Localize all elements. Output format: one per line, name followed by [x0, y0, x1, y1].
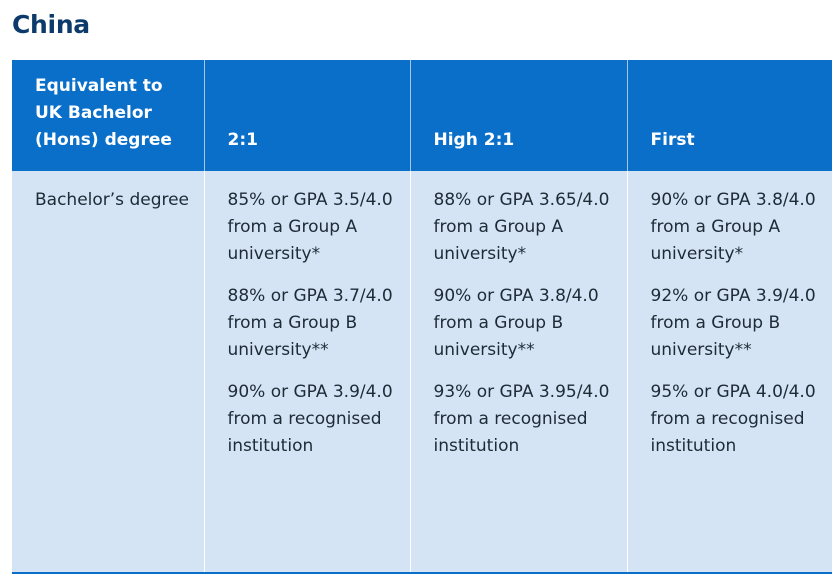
page-title: China	[12, 10, 90, 39]
header-row: Equivalent to UK Bachelor (Hons) degree …	[12, 60, 832, 171]
degree-equivalence-table: Equivalent to UK Bachelor (Hons) degree …	[12, 60, 832, 574]
requirement-recognised: 95% or GPA 4.0/4.0 from a recognised ins…	[650, 382, 816, 456]
requirement-group-b: 92% or GPA 3.9/4.0 from a Group B univer…	[650, 286, 816, 360]
cell-high-2-1: 88% or GPA 3.65/4.0 from a Group A unive…	[409, 171, 627, 574]
requirement-group-a: 90% or GPA 3.8/4.0 from a Group A univer…	[650, 190, 816, 264]
requirement-recognised: 90% or GPA 3.9/4.0 from a recognised ins…	[227, 382, 393, 456]
row-label: Bachelor’s degree	[12, 171, 204, 574]
header-first: First	[626, 60, 832, 171]
requirement-group-a: 85% or GPA 3.5/4.0 from a Group A univer…	[227, 190, 393, 264]
table-header: Equivalent to UK Bachelor (Hons) degree …	[12, 60, 832, 171]
cell-2-1: 85% or GPA 3.5/4.0 from a Group A univer…	[203, 171, 410, 574]
requirement-group-b: 90% or GPA 3.8/4.0 from a Group B univer…	[433, 286, 599, 360]
header-high-2-1: High 2:1	[409, 60, 627, 171]
table-row: Bachelor’s degree 85% or GPA 3.5/4.0 fro…	[12, 171, 832, 574]
requirement-group-b: 88% or GPA 3.7/4.0 from a Group B univer…	[227, 286, 393, 360]
requirement-group-a: 88% or GPA 3.65/4.0 from a Group A unive…	[433, 190, 610, 264]
header-2-1: 2:1	[203, 60, 410, 171]
cell-first: 90% or GPA 3.8/4.0 from a Group A univer…	[626, 171, 832, 574]
header-equivalent: Equivalent to UK Bachelor (Hons) degree	[12, 60, 204, 171]
requirement-recognised: 93% or GPA 3.95/4.0 from a recognised in…	[433, 382, 610, 456]
